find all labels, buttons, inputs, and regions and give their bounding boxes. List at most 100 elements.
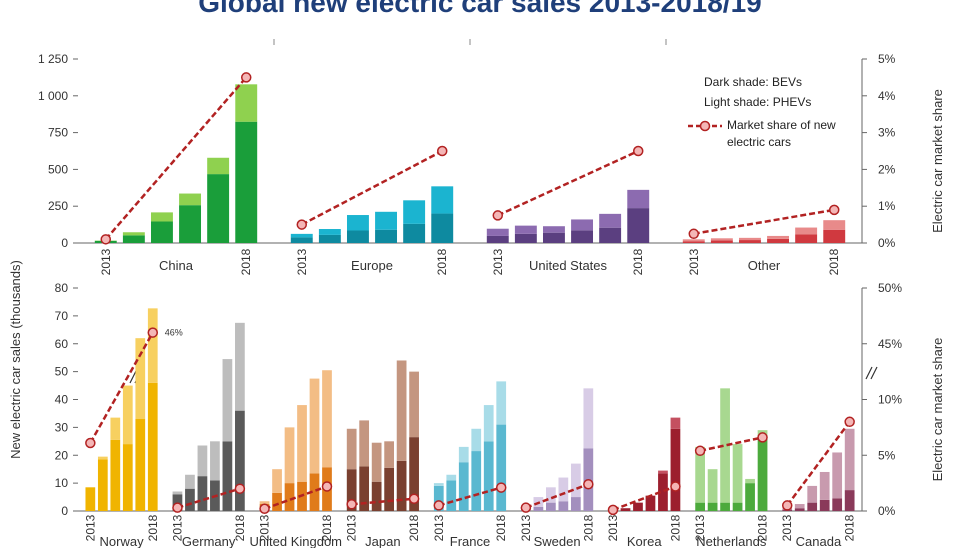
- share-point: [520, 502, 532, 513]
- group-label: Korea: [627, 534, 662, 548]
- bar-bev: [819, 499, 830, 511]
- group-label: Japan: [365, 534, 400, 548]
- bar-phev: [207, 157, 230, 175]
- y-tick-label: 60: [55, 337, 69, 351]
- y2-tick-label: 1%: [878, 199, 896, 213]
- share-point: [234, 483, 246, 494]
- bar-bev: [757, 435, 768, 511]
- bar-phev: [823, 220, 846, 230]
- y-tick-label: 750: [48, 126, 68, 140]
- bar-phev: [486, 228, 509, 236]
- bar-phev: [272, 469, 282, 493]
- share-point: [781, 500, 793, 511]
- y2-tick-label: 4%: [878, 89, 896, 103]
- bar-phev: [446, 474, 457, 481]
- bar-phev: [150, 212, 173, 222]
- bar-phev: [583, 388, 594, 449]
- group-label: Germany: [182, 534, 236, 548]
- bar-bev: [396, 460, 407, 511]
- bar-bev: [371, 481, 382, 511]
- bar-bev: [122, 235, 145, 243]
- share-point: [632, 145, 644, 157]
- bar-phev: [290, 233, 313, 238]
- bar-phev: [471, 428, 482, 452]
- y-tick-label: 0: [61, 236, 68, 250]
- legend-phev: Light shade: PHEVs: [704, 95, 812, 109]
- x-tick-label: 2018: [756, 514, 770, 541]
- bar-phev: [135, 338, 146, 420]
- bar-bev: [185, 488, 195, 511]
- share-point: [583, 478, 594, 490]
- bar-phev: [346, 215, 369, 231]
- share-point: [757, 432, 768, 443]
- share-line: [693, 208, 835, 236]
- share-line: [612, 485, 676, 512]
- bar-bev: [767, 238, 790, 243]
- y2-tick-label: 5%: [878, 448, 896, 462]
- bar-bev: [645, 495, 656, 511]
- share-point: [240, 72, 252, 83]
- x-tick-label: 2018: [494, 514, 508, 541]
- x-tick-label: 2018: [435, 248, 449, 275]
- share-line: [89, 331, 154, 444]
- share-point: [694, 445, 706, 457]
- bar-bev: [471, 451, 482, 511]
- bar-phev: [259, 501, 270, 505]
- share-line: [351, 497, 415, 506]
- bar-bev: [720, 502, 730, 511]
- bar-phev: [396, 360, 407, 461]
- x-tick-label: 2013: [295, 248, 309, 275]
- legend-bev: Dark shade: BEVs: [704, 75, 803, 89]
- x-tick-label: 2018: [239, 248, 253, 275]
- bar-bev: [85, 487, 96, 511]
- bar-bev: [542, 232, 565, 243]
- y2-tick-label: 0%: [878, 236, 896, 250]
- x-tick-label: 2013: [606, 514, 620, 541]
- group-label: Europe: [351, 258, 393, 273]
- y-tick-label: 40: [55, 393, 69, 407]
- bar-phev: [235, 84, 258, 122]
- y2-tick-label: 50%: [878, 281, 902, 295]
- share-point: [346, 499, 357, 510]
- bar-bev: [738, 240, 761, 243]
- bar-phev: [738, 237, 761, 241]
- x-tick-label: 2013: [432, 514, 446, 541]
- bar-bev: [832, 498, 843, 511]
- y2-tick-label: 45%: [878, 337, 902, 351]
- y-tick-label: 500: [48, 162, 68, 176]
- bar-bev: [375, 229, 398, 243]
- share-line: [177, 487, 241, 509]
- bar-phev: [658, 470, 668, 474]
- x-tick-label: 2013: [693, 514, 707, 541]
- share-point: [433, 500, 445, 511]
- bar-bev: [794, 508, 805, 511]
- x-tick-label: 2013: [258, 514, 272, 541]
- title: Global new electric car sales 2013-2018/…: [198, 0, 761, 18]
- x-tick-label: 2013: [687, 248, 701, 275]
- share-point: [828, 204, 840, 216]
- bar-phev: [514, 225, 537, 234]
- bar-phev: [371, 442, 382, 482]
- share-point: [321, 481, 333, 492]
- bar-bev: [627, 208, 650, 243]
- y-tick-label: 1 250: [38, 52, 68, 66]
- bar-bev: [599, 227, 622, 243]
- bar-phev: [322, 370, 332, 468]
- y-tick-label: 10: [55, 476, 69, 490]
- bar-bev: [433, 485, 444, 511]
- bar-phev: [844, 428, 855, 491]
- bar-phev: [179, 193, 202, 206]
- bar-phev: [210, 441, 220, 481]
- bar-phev: [318, 229, 341, 235]
- bar-phev: [483, 405, 494, 442]
- x-tick-label: 2018: [233, 514, 247, 541]
- share-line: [264, 485, 328, 510]
- bar-bev: [670, 428, 681, 511]
- bar-phev: [359, 420, 370, 467]
- bar-phev: [185, 474, 195, 489]
- bar-phev: [558, 477, 569, 502]
- bar-phev: [122, 385, 133, 445]
- y-tick-label: 50: [55, 365, 69, 379]
- group-label: France: [450, 534, 490, 548]
- bar-bev: [710, 240, 733, 243]
